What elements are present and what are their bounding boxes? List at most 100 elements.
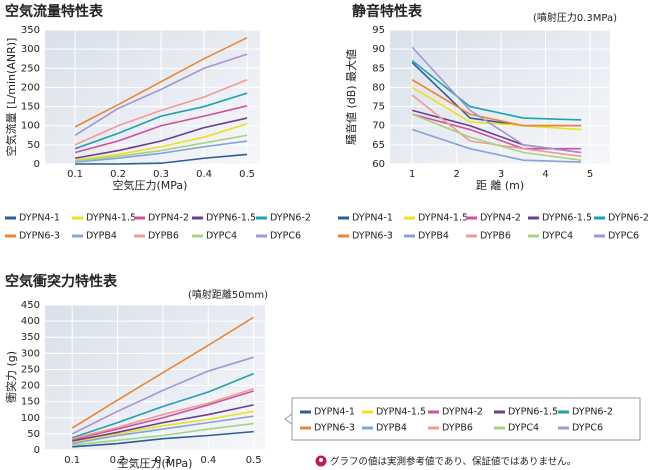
y-tick-label: 100 — [21, 121, 40, 132]
x-tick-label: 0.4 — [200, 455, 216, 466]
series-line — [72, 388, 254, 440]
y-tick-label: 400 — [21, 316, 40, 327]
y-tick-label: 0 — [34, 159, 40, 170]
chart-title: 空気衝突力特性表 — [5, 273, 118, 290]
series-line — [411, 128, 582, 163]
legend-label: DYPC6 — [608, 231, 639, 242]
legend-label: DYPN4-2 — [442, 407, 483, 418]
series-line — [411, 60, 582, 121]
y-tick-label: 250 — [21, 63, 40, 74]
series-line — [74, 92, 248, 150]
y-tick-label: 50 — [27, 429, 40, 440]
legend-label: DYPB6 — [148, 231, 179, 242]
legend-label: DYPB4 — [376, 423, 407, 434]
x-tick-label: 5 — [587, 169, 593, 180]
series-line — [71, 316, 255, 429]
series-line — [75, 140, 248, 163]
series-line — [74, 36, 248, 128]
legend-label: DYPB6 — [480, 231, 511, 242]
note-icon-dot — [319, 458, 323, 462]
x-tick-label: 0.2 — [110, 169, 126, 180]
x-tick-label: 0.5 — [239, 169, 255, 180]
x-tick-label: 3 — [498, 169, 504, 180]
y-tick-label: 250 — [21, 364, 40, 375]
legend-label: DYPN4-1 — [314, 407, 355, 418]
y-tick-label: 95 — [372, 25, 385, 36]
legend-label: DYPC4 — [508, 423, 539, 434]
x-axis-label: 距 離 (m) — [476, 178, 524, 192]
legend-label: DYPN6-2 — [270, 213, 311, 224]
y-tick-label: 65 — [372, 140, 385, 151]
x-tick-label: 0.2 — [110, 455, 126, 466]
legend-label: DYPN4-1.5 — [86, 213, 136, 224]
series-line — [72, 390, 254, 441]
legend-label: DYPN6-2 — [572, 407, 613, 418]
series-line — [75, 134, 248, 162]
legend-label: DYPB6 — [442, 423, 473, 434]
series-line — [74, 123, 248, 161]
plot-area — [390, 30, 610, 164]
legend-label: DYPN6-1.5 — [542, 213, 592, 224]
series-line — [72, 430, 254, 448]
legend-label: DYPC6 — [270, 231, 301, 242]
y-tick-label: 350 — [21, 332, 40, 343]
y-tick-label: 350 — [21, 25, 40, 36]
x-tick-label: 0.5 — [246, 455, 262, 466]
y-tick-label: 100 — [21, 413, 40, 424]
series-line — [74, 79, 248, 146]
legend-label: DYPC4 — [206, 231, 237, 242]
y-tick-label: 150 — [21, 102, 40, 113]
chart-title: 空気流量特性表 — [5, 3, 104, 20]
y-tick-label: 200 — [21, 82, 40, 93]
y-tick-label: 450 — [21, 300, 40, 311]
legend-label: DYPN6-3 — [352, 231, 393, 242]
x-axis-label: 空気圧力(MPa) — [118, 456, 193, 470]
legend-label: DYPN6-3 — [19, 231, 60, 242]
legend-label: DYPB4 — [418, 231, 449, 242]
x-tick-label: 2 — [453, 169, 459, 180]
legend-label: DYPN4-2 — [148, 213, 189, 224]
x-tick-label: 0.4 — [196, 169, 212, 180]
y-tick-label: 300 — [21, 348, 40, 359]
y-tick-label: 0 — [34, 445, 40, 456]
legend-label: DYPC4 — [542, 231, 573, 242]
legend-label: DYPB4 — [86, 231, 117, 242]
series-line — [74, 53, 248, 136]
y-tick-label: 85 — [372, 63, 385, 74]
y-tick-label: 75 — [372, 102, 385, 113]
legend-label: DYPN6-1.5 — [206, 213, 256, 224]
y-tick-label: 50 — [27, 140, 40, 151]
y-tick-label: 80 — [372, 82, 385, 93]
legend-box — [291, 397, 641, 441]
legend-label: DYPN4-1 — [352, 213, 393, 224]
chart-subtitle: (噴射距離50mm) — [188, 288, 268, 301]
legend-label: DYPN4-1.5 — [376, 407, 426, 418]
legend-label: DYPN6-1.5 — [508, 407, 558, 418]
series-line — [74, 117, 248, 160]
y-axis-label: 騒音値 (dB) 最大値 — [344, 49, 358, 145]
series-line — [74, 105, 248, 154]
x-tick-label: 0.3 — [155, 455, 171, 466]
x-tick-label: 4 — [542, 169, 548, 180]
y-tick-label: 70 — [372, 121, 385, 132]
legend-label: DYPN4-1 — [19, 213, 60, 224]
x-tick-label: 0.3 — [153, 169, 169, 180]
series-line — [72, 415, 254, 445]
y-tick-label: 300 — [21, 44, 40, 55]
series-line — [411, 46, 582, 154]
x-tick-label: 0.1 — [64, 455, 80, 466]
y-axis-label: 衝突力 (g) — [4, 351, 18, 403]
x-tick-label: 1 — [409, 169, 415, 180]
chart-title: 静音特性表 — [352, 3, 423, 20]
series-line — [71, 372, 254, 439]
y-tick-label: 60 — [372, 159, 385, 170]
chart-subtitle: (噴射圧力0.3MPa) — [533, 11, 617, 24]
legend-label: DYPN6-2 — [608, 213, 649, 224]
y-tick-label: 150 — [21, 397, 40, 408]
series-line — [71, 356, 254, 435]
y-tick-label: 200 — [21, 381, 40, 392]
series-line — [75, 153, 248, 165]
y-tick-label: 90 — [372, 44, 385, 55]
legend-label: DYPC6 — [572, 423, 603, 434]
